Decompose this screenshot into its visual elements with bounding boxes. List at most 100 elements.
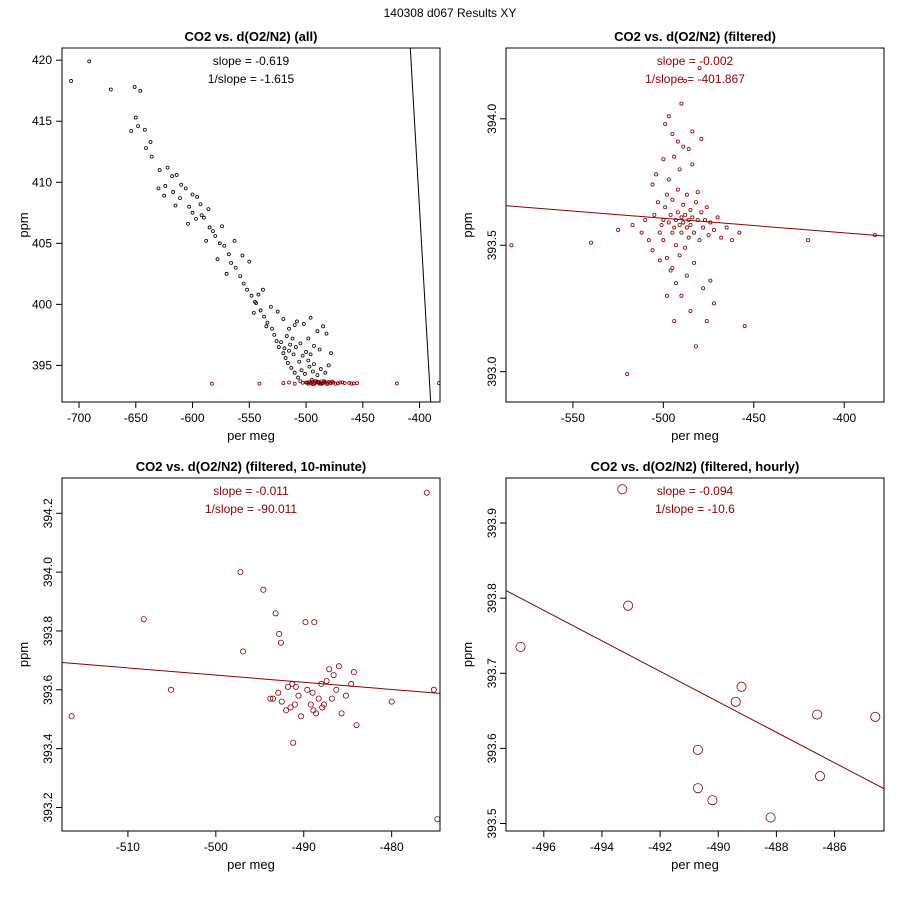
data-point <box>430 686 437 693</box>
data-point <box>684 225 689 230</box>
data-point <box>765 812 776 823</box>
data-point <box>659 222 664 227</box>
data-point <box>260 586 267 593</box>
data-point <box>668 212 673 217</box>
data-point <box>162 193 167 198</box>
series-filtered <box>68 489 440 823</box>
data-point <box>742 324 747 329</box>
data-point <box>704 319 709 324</box>
data-point <box>338 380 343 385</box>
data-point <box>315 329 320 334</box>
data-point <box>292 370 297 375</box>
y-tick-label: 393.6 <box>41 674 55 704</box>
data-point <box>701 225 706 230</box>
data-point <box>278 698 285 705</box>
data-point <box>692 230 697 235</box>
y-tick-label: 394.2 <box>41 498 55 528</box>
data-point <box>268 304 273 309</box>
data-point <box>681 220 686 225</box>
data-point <box>333 686 340 693</box>
y-tick-label: 394.0 <box>41 557 55 587</box>
data-point <box>303 372 307 376</box>
data-point <box>306 358 311 363</box>
data-point <box>686 147 691 152</box>
data-point <box>646 238 651 243</box>
data-point <box>199 213 204 218</box>
x-tick-label: -450 <box>742 411 766 425</box>
data-point <box>625 372 630 377</box>
data-point <box>623 600 634 611</box>
data-point <box>129 129 134 133</box>
data-point <box>683 78 688 83</box>
data-point <box>288 342 293 347</box>
data-point <box>812 709 823 720</box>
x-axis-label: per meg <box>227 857 275 872</box>
data-point <box>616 228 621 233</box>
data-point <box>664 192 669 197</box>
data-point <box>238 274 243 279</box>
data-point <box>165 165 170 170</box>
data-point <box>666 220 671 225</box>
data-point <box>434 816 440 823</box>
data-point <box>309 378 314 382</box>
stat-annotation: slope = -0.094 <box>657 484 734 498</box>
data-point <box>737 230 742 235</box>
data-point <box>140 616 147 623</box>
data-point <box>736 681 747 692</box>
data-point <box>666 114 671 119</box>
data-point <box>190 210 195 215</box>
data-point <box>724 225 729 230</box>
data-point <box>654 172 659 177</box>
data-point <box>693 200 698 205</box>
data-point <box>681 202 686 207</box>
x-tick-label: -400 <box>408 411 432 425</box>
data-point <box>318 367 323 371</box>
y-tick-label: 393.5 <box>485 230 499 260</box>
data-point <box>69 79 73 83</box>
data-point <box>289 680 296 687</box>
x-axis-label: per meg <box>671 428 719 443</box>
data-point <box>211 229 215 234</box>
data-point <box>314 379 319 384</box>
data-point <box>351 381 356 386</box>
data-point <box>315 695 322 702</box>
data-point <box>265 320 270 325</box>
data-point <box>195 195 199 199</box>
data-point <box>157 168 162 172</box>
data-point <box>330 672 337 679</box>
data-point <box>321 380 325 385</box>
data-point <box>677 253 682 258</box>
data-point <box>661 157 666 162</box>
y-tick-label: 393.4 <box>41 733 55 763</box>
data-point <box>297 359 302 364</box>
data-point <box>318 680 325 687</box>
data-point <box>679 230 684 235</box>
data-point <box>324 331 329 336</box>
data-point <box>318 381 323 386</box>
x-tick-label: -490 <box>292 840 316 854</box>
data-point <box>282 346 287 351</box>
y-tick-label: 393.8 <box>41 616 55 646</box>
data-point <box>201 215 206 220</box>
data-point <box>702 217 707 222</box>
data-point <box>308 315 313 320</box>
data-point <box>589 240 594 245</box>
data-point <box>307 364 312 369</box>
data-point <box>323 370 328 375</box>
data-point <box>664 293 669 298</box>
data-point <box>683 245 688 250</box>
plot-frame <box>61 47 441 403</box>
plot-frame <box>61 477 441 832</box>
data-point <box>251 310 256 315</box>
data-point <box>254 301 259 306</box>
data-point <box>237 569 244 576</box>
x-tick-label: -496 <box>532 840 556 854</box>
data-point <box>224 271 229 276</box>
x-axis-label: per meg <box>671 857 719 872</box>
x-tick-label: -650 <box>124 411 148 425</box>
data-point <box>342 692 349 699</box>
data-point <box>695 217 700 222</box>
data-point <box>692 783 703 794</box>
x-tick-label: -700 <box>67 411 91 425</box>
